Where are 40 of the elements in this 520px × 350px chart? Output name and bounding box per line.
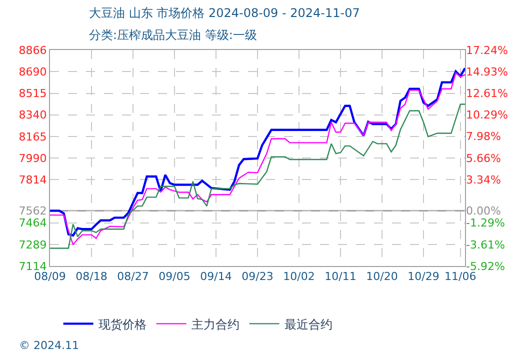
x-tick-label: 09/23 (242, 270, 274, 284)
x-tick-label: 08/18 (76, 270, 108, 284)
y2-tick-label: 12.61% (466, 87, 508, 100)
y2-tick-label: -3.61% (466, 238, 505, 252)
y-tick-label: 7289 (18, 238, 47, 252)
x-tick-label: 10/02 (283, 270, 315, 284)
x-tick-label: 10/11 (324, 270, 356, 284)
y-tick-label: 7114 (18, 260, 47, 273)
x-tick-label: 10/29 (408, 270, 440, 284)
x-tick-label: 09/14 (200, 270, 232, 284)
x-tick-label: 10/20 (366, 270, 398, 284)
y2-tick-label: 7.98% (466, 130, 501, 144)
legend-label: 现货价格 (98, 317, 146, 332)
y2-tick-label: 3.34% (466, 173, 501, 186)
x-tick-label: 09/05 (158, 270, 190, 284)
line-series (50, 104, 465, 249)
y-tick-label: 7814 (18, 174, 47, 187)
y2-tick-label: 14.93% (466, 65, 508, 78)
y2-tick-label: -1.29% (466, 216, 505, 230)
y-tick-label: 8165 (18, 130, 47, 144)
y-tick-label: 8340 (18, 108, 47, 122)
y2-tick-label: 10.29% (466, 108, 508, 122)
y-tick-label: 8866 (18, 44, 47, 57)
x-tick-label: 08/27 (117, 270, 149, 284)
y2-tick-label: 5.66% (466, 152, 501, 165)
legend-label: 最近合约 (284, 317, 332, 332)
x-tick-label: 11/06 (444, 270, 476, 284)
y-tick-label: 8515 (18, 87, 47, 100)
y-tick-label: 8690 (18, 66, 47, 79)
y-tick-label: 7562 (18, 204, 47, 218)
x-tick-label: 08/09 (34, 270, 66, 284)
chart-subtitle: 分类:压榨成品大豆油 等级:一级 (89, 28, 257, 42)
y2-tick-label: 0.00% (466, 204, 501, 218)
text: © 2024.11 (19, 339, 79, 350)
y2-tick-label: 17.24% (466, 44, 508, 57)
y2-tick-label: -5.92% (466, 260, 505, 273)
chart-title: 大豆油 山东 市场价格 2024-08-09 - 2024-11-07 (89, 6, 360, 20)
y-tick-label: 7990 (18, 152, 47, 165)
y-tick-label: 7464 (18, 216, 47, 230)
legend-label: 主力合约 (191, 317, 240, 332)
